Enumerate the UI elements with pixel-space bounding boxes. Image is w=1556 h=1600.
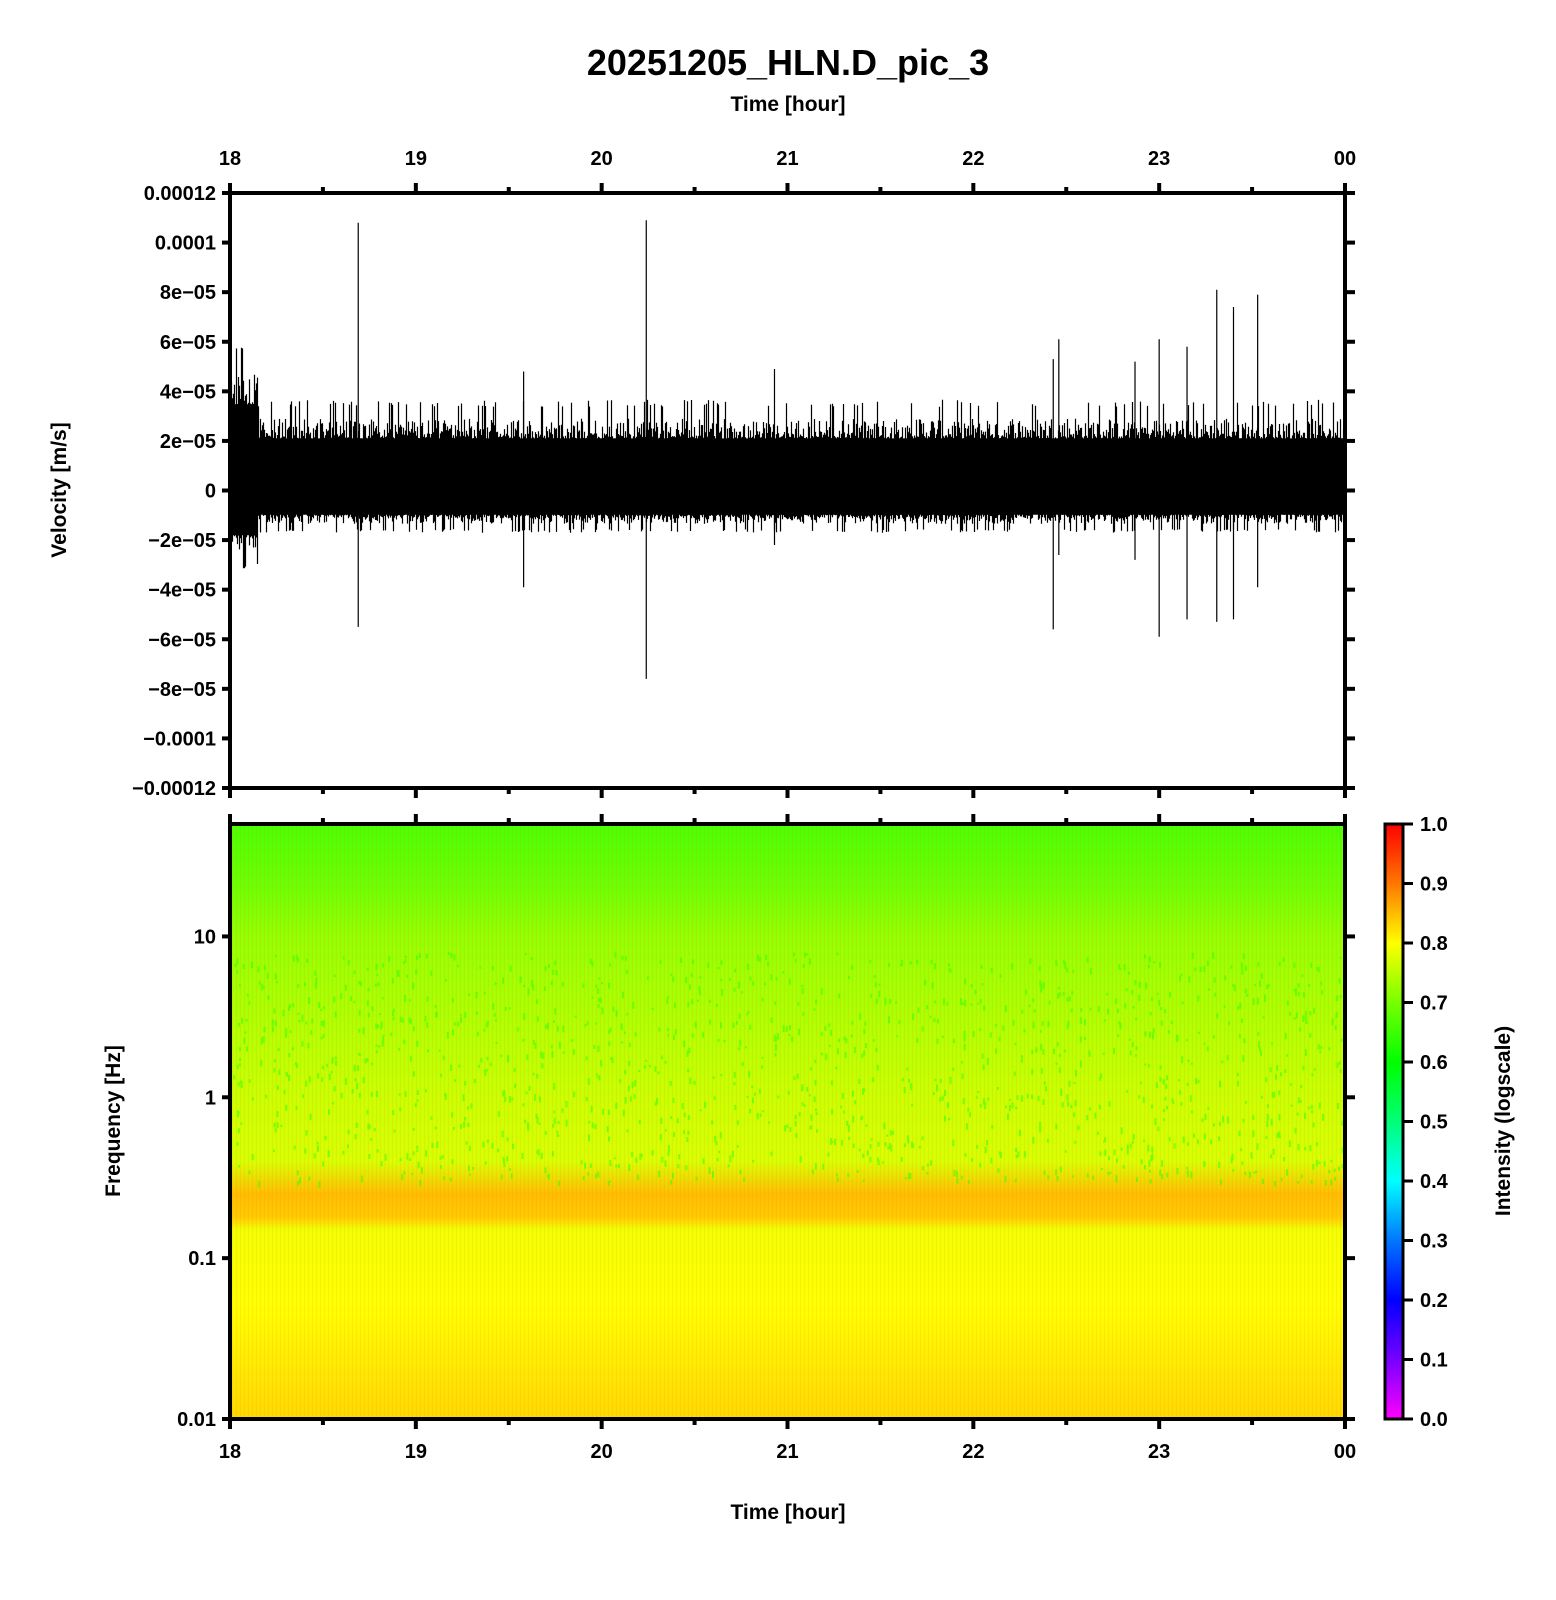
- colorbar-label: Intensity (logscale): [1492, 1026, 1515, 1216]
- waveform-top-ticks: 18 19 20 21 22 23 00: [219, 148, 1356, 798]
- waveform-y-tick-label: 8e−05: [160, 282, 216, 304]
- x-tick-label: 18: [219, 148, 241, 170]
- x-tick-label: 00: [1334, 148, 1356, 170]
- waveform-y-axis-label: Velocity [m/s]: [48, 422, 71, 557]
- waveform-core: [230, 443, 1345, 511]
- colorbar-tick-label: 0.0: [1420, 1409, 1448, 1431]
- colorbar: 1.0 0.9 0.8 0.7 0.6 0.5 0.4 0.3 0.2 0.1 0.0 Intens…: [1383, 814, 1515, 1431]
- waveform-y-tick-label: −4e−05: [148, 580, 216, 602]
- x-tick-label: 19: [405, 148, 427, 170]
- colorbar-ticks: 1.0 0.9 0.8 0.7 0.6 0.5 0.4 0.3 0.2 0.1 0.0: [1403, 814, 1449, 1431]
- chart-title: 20251205_HLN.D_pic_3: [587, 42, 989, 83]
- spectrogram-x-axis-label: Time [hour]: [730, 1501, 845, 1524]
- x-tick-label: 00: [1334, 1441, 1356, 1463]
- colorbar-tick-label: 1.0: [1420, 814, 1448, 836]
- x-tick-label: 19: [405, 1441, 427, 1463]
- colorbar-tick-label: 0.2: [1420, 1290, 1448, 1312]
- x-tick-label: 23: [1148, 1441, 1170, 1463]
- x-tick-label: 20: [591, 1441, 613, 1463]
- spectrogram-panel: 18 19 20 21 22 23 00 10 1 0.1 0.01 Frequency [Hz]…: [102, 814, 1356, 1524]
- colorbar-gradient: [1383, 822, 1405, 1421]
- x-tick-label: 21: [776, 1441, 798, 1463]
- waveform-y-tick-label: 0.00012: [144, 183, 216, 205]
- waveform-y-tick-label: 2e−05: [160, 431, 216, 453]
- colorbar-tick-label: 0.9: [1420, 874, 1448, 896]
- spectrogram-y-axis-label: Frequency [Hz]: [102, 1045, 125, 1197]
- waveform-y-tick-label: 4e−05: [160, 381, 216, 403]
- spectrogram-y-tick-label: 0.01: [177, 1409, 216, 1431]
- x-tick-label: 20: [591, 148, 613, 170]
- spectrogram-y-tick-label: 1: [205, 1087, 216, 1109]
- colorbar-tick-label: 0.1: [1420, 1350, 1448, 1372]
- colorbar-tick-label: 0.7: [1420, 993, 1448, 1015]
- waveform-y-tick-label: −0.00012: [132, 778, 216, 800]
- x-tick-label: 23: [1148, 148, 1170, 170]
- colorbar-tick-label: 0.5: [1420, 1112, 1448, 1134]
- spectrogram-texture: [230, 824, 1345, 1419]
- colorbar-tick-label: 0.3: [1420, 1231, 1448, 1253]
- waveform-y-tick-label: −6e−05: [148, 629, 216, 651]
- colorbar-tick-label: 0.6: [1420, 1052, 1448, 1074]
- waveform-y-tick-label: −2e−05: [148, 530, 216, 552]
- colorbar-tick-label: 0.4: [1420, 1171, 1449, 1193]
- x-tick-label: 18: [219, 1441, 241, 1463]
- top-x-axis-label: Time [hour]: [730, 93, 845, 116]
- spectrogram-x-ticks: 18 19 20 21 22 23 00: [219, 814, 1356, 1463]
- waveform-y-tick-label: 0: [205, 481, 216, 503]
- x-tick-label: 22: [962, 1441, 984, 1463]
- waveform-y-tick-label: −0.0001: [143, 728, 216, 750]
- waveform-y-ticks: 0.00012 0.0001 8e−05 6e−05 4e−05 2e−05 0 −2e−05…: [132, 183, 1355, 800]
- spectrogram-y-tick-label: 10: [194, 926, 216, 948]
- waveform-panel: 18 19 20 21 22 23 00 0.00012 0.0001 8e−05 6e−05 4e…: [48, 148, 1356, 800]
- waveform-y-tick-label: 0.0001: [155, 233, 216, 255]
- x-tick-label: 21: [776, 148, 798, 170]
- waveform-trace: [230, 220, 1345, 679]
- colorbar-tick-label: 0.8: [1420, 933, 1448, 955]
- waveform-y-tick-label: −8e−05: [148, 679, 216, 701]
- x-tick-label: 22: [962, 148, 984, 170]
- spectrogram-y-ticks: 10 1 0.1 0.01: [177, 926, 1355, 1431]
- waveform-y-tick-label: 6e−05: [160, 332, 216, 354]
- spectrogram-y-tick-label: 0.1: [188, 1248, 216, 1270]
